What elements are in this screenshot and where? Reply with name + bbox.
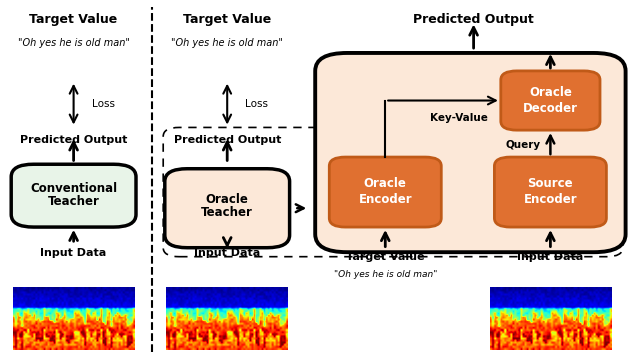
Text: Predicted Output: Predicted Output [413,13,534,25]
Text: Input Data: Input Data [40,248,107,258]
Text: Encoder: Encoder [524,193,577,206]
FancyBboxPatch shape [315,53,626,252]
Text: Loss: Loss [245,99,268,109]
Text: "Oh yes he is old man": "Oh yes he is old man" [172,38,283,48]
Text: Oracle: Oracle [364,177,406,190]
FancyBboxPatch shape [500,71,600,130]
Text: Predicted Output: Predicted Output [20,135,127,145]
Text: Input Data: Input Data [517,252,584,262]
Text: Loss: Loss [92,99,115,109]
Text: Key-Value: Key-Value [430,113,488,123]
Text: Query: Query [506,140,541,150]
Text: Encoder: Encoder [358,193,412,206]
Text: Oracle: Oracle [206,193,248,206]
Text: "Oh yes he is old man": "Oh yes he is old man" [18,38,129,48]
Text: Input Data: Input Data [194,248,260,258]
Text: Target Value: Target Value [29,13,118,25]
Text: Oracle: Oracle [529,86,572,99]
FancyBboxPatch shape [494,157,607,227]
Text: "Oh yes he is old man": "Oh yes he is old man" [333,270,437,279]
Text: Predicted Output: Predicted Output [173,135,281,145]
Text: Target Value: Target Value [183,13,271,25]
Text: Decoder: Decoder [523,102,578,115]
Text: Target Value: Target Value [346,252,424,262]
FancyBboxPatch shape [12,164,136,227]
Text: Teacher: Teacher [47,195,100,208]
Text: Conventional: Conventional [30,182,117,195]
Text: Teacher: Teacher [201,206,253,219]
FancyBboxPatch shape [329,157,442,227]
Text: Source: Source [527,177,573,190]
FancyBboxPatch shape [164,169,289,248]
